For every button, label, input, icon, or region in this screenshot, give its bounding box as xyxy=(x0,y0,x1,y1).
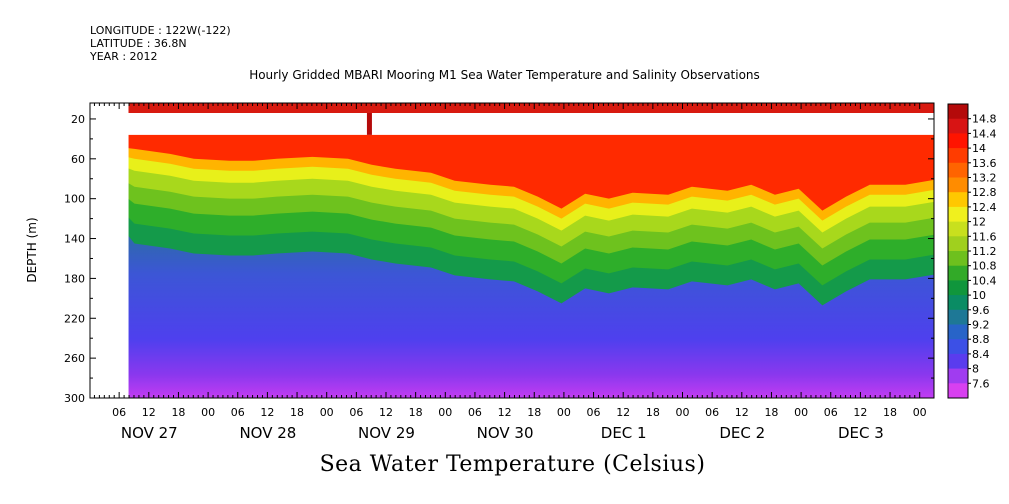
x-hour-label: 06 xyxy=(349,406,363,419)
x-hour-label: 00 xyxy=(201,406,215,419)
no-data-region xyxy=(90,103,129,398)
colorbar-swatch xyxy=(948,309,968,325)
colorbar-swatch xyxy=(948,265,968,281)
colorbar-label: 9.6 xyxy=(972,304,990,317)
x-hour-label: 12 xyxy=(616,406,630,419)
x-hour-label: 18 xyxy=(171,406,185,419)
warm-column xyxy=(366,112,372,135)
x-hour-label: 18 xyxy=(409,406,423,419)
y-tick-label: 180 xyxy=(64,272,85,285)
x-hour-label: 06 xyxy=(112,406,126,419)
x-day-label: NOV 27 xyxy=(121,424,178,442)
y-tick-label: 260 xyxy=(64,352,85,365)
x-hour-label: 00 xyxy=(557,406,571,419)
x-axis-label: Sea Water Temperature (Celsius) xyxy=(319,452,706,477)
colorbar-swatch xyxy=(948,339,968,355)
colorbar-swatch xyxy=(948,280,968,296)
surface-band xyxy=(128,103,934,113)
x-hour-label: 12 xyxy=(853,406,867,419)
x-hour-label: 18 xyxy=(883,406,897,419)
plot-frame xyxy=(89,102,935,399)
colorbar-swatch xyxy=(948,118,968,134)
colorbar-label: 14.8 xyxy=(972,113,997,126)
x-day-label: DEC 3 xyxy=(838,424,884,442)
colorbar-swatch xyxy=(948,324,968,340)
y-tick-label: 220 xyxy=(64,312,85,325)
colorbar-label: 8.8 xyxy=(972,333,990,346)
colorbar-label: 11.6 xyxy=(972,230,997,243)
x-hour-label: 00 xyxy=(320,406,334,419)
x-hour-label: 06 xyxy=(468,406,482,419)
colorbar-label: 9.2 xyxy=(972,319,990,332)
x-hour-label: 12 xyxy=(498,406,512,419)
colorbar-label: 8 xyxy=(972,363,979,376)
year-label: YEAR : 2012 xyxy=(90,50,158,63)
x-hour-label: 18 xyxy=(290,406,304,419)
x-hour-label: 00 xyxy=(913,406,927,419)
colorbar-label: 12.8 xyxy=(972,186,997,199)
colorbar-swatch xyxy=(948,104,968,120)
x-hour-label: 06 xyxy=(587,406,601,419)
colorbar-label: 14 xyxy=(972,142,986,155)
x-hour-label: 06 xyxy=(824,406,838,419)
colorbar-label: 12 xyxy=(972,216,986,229)
colorbar-label: 14.4 xyxy=(972,127,997,140)
x-hour-label: 18 xyxy=(646,406,660,419)
x-hour-label: 06 xyxy=(231,406,245,419)
colorbar-swatch xyxy=(948,177,968,193)
x-hour-label: 12 xyxy=(735,406,749,419)
x-hour-label: 12 xyxy=(379,406,393,419)
y-tick-label: 300 xyxy=(64,392,85,405)
colorbar-swatch xyxy=(948,295,968,311)
colorbar-swatch xyxy=(948,353,968,370)
colorbar-label: 8.4 xyxy=(972,348,990,361)
x-day-label: DEC 2 xyxy=(719,424,765,442)
x-day-label: DEC 1 xyxy=(601,424,647,442)
x-day-label: NOV 28 xyxy=(239,424,296,442)
colorbar-swatch xyxy=(948,133,968,149)
colorbar-swatch xyxy=(948,236,968,252)
colorbar-label: 10.4 xyxy=(972,274,997,287)
y-tick-label: 60 xyxy=(71,153,85,166)
missing-data-band xyxy=(90,112,934,135)
x-hour-label: 18 xyxy=(527,406,541,419)
colorbar-label: 11.2 xyxy=(972,245,997,258)
colorbar-swatch xyxy=(948,162,968,178)
colorbar-label: 10.8 xyxy=(972,260,997,273)
x-hour-label: 12 xyxy=(142,406,156,419)
colorbar-swatch xyxy=(948,148,968,164)
latitude-label: LATITUDE : 36.8N xyxy=(90,37,187,50)
colorbar-swatch xyxy=(948,383,968,399)
colorbar-swatch xyxy=(948,368,968,384)
x-hour-label: 12 xyxy=(260,406,274,419)
y-tick-label: 20 xyxy=(71,113,85,126)
colorbar-swatch xyxy=(948,221,968,237)
x-day-label: NOV 30 xyxy=(477,424,534,442)
colorbar-swatch xyxy=(948,206,968,223)
y-tick-label: 100 xyxy=(64,193,85,206)
colorbar-swatch xyxy=(948,251,968,267)
colorbar-label: 10 xyxy=(972,289,986,302)
colorbar-label: 12.4 xyxy=(972,201,997,214)
y-tick-label: 140 xyxy=(64,233,85,246)
x-hour-label: 00 xyxy=(676,406,690,419)
colorbar-label: 7.6 xyxy=(972,377,990,390)
x-hour-label: 00 xyxy=(794,406,808,419)
chart-title: Hourly Gridded MBARI Mooring M1 Sea Wate… xyxy=(249,68,760,82)
x-day-label: NOV 29 xyxy=(358,424,415,442)
colorbar-label: 13.6 xyxy=(972,157,997,170)
x-hour-label: 06 xyxy=(705,406,719,419)
x-hour-label: 18 xyxy=(764,406,778,419)
longitude-label: LONGITUDE : 122W(-122) xyxy=(90,24,231,37)
colorbar-label: 13.2 xyxy=(972,172,997,185)
colorbar-swatch xyxy=(948,192,968,208)
x-hour-label: 00 xyxy=(438,406,452,419)
